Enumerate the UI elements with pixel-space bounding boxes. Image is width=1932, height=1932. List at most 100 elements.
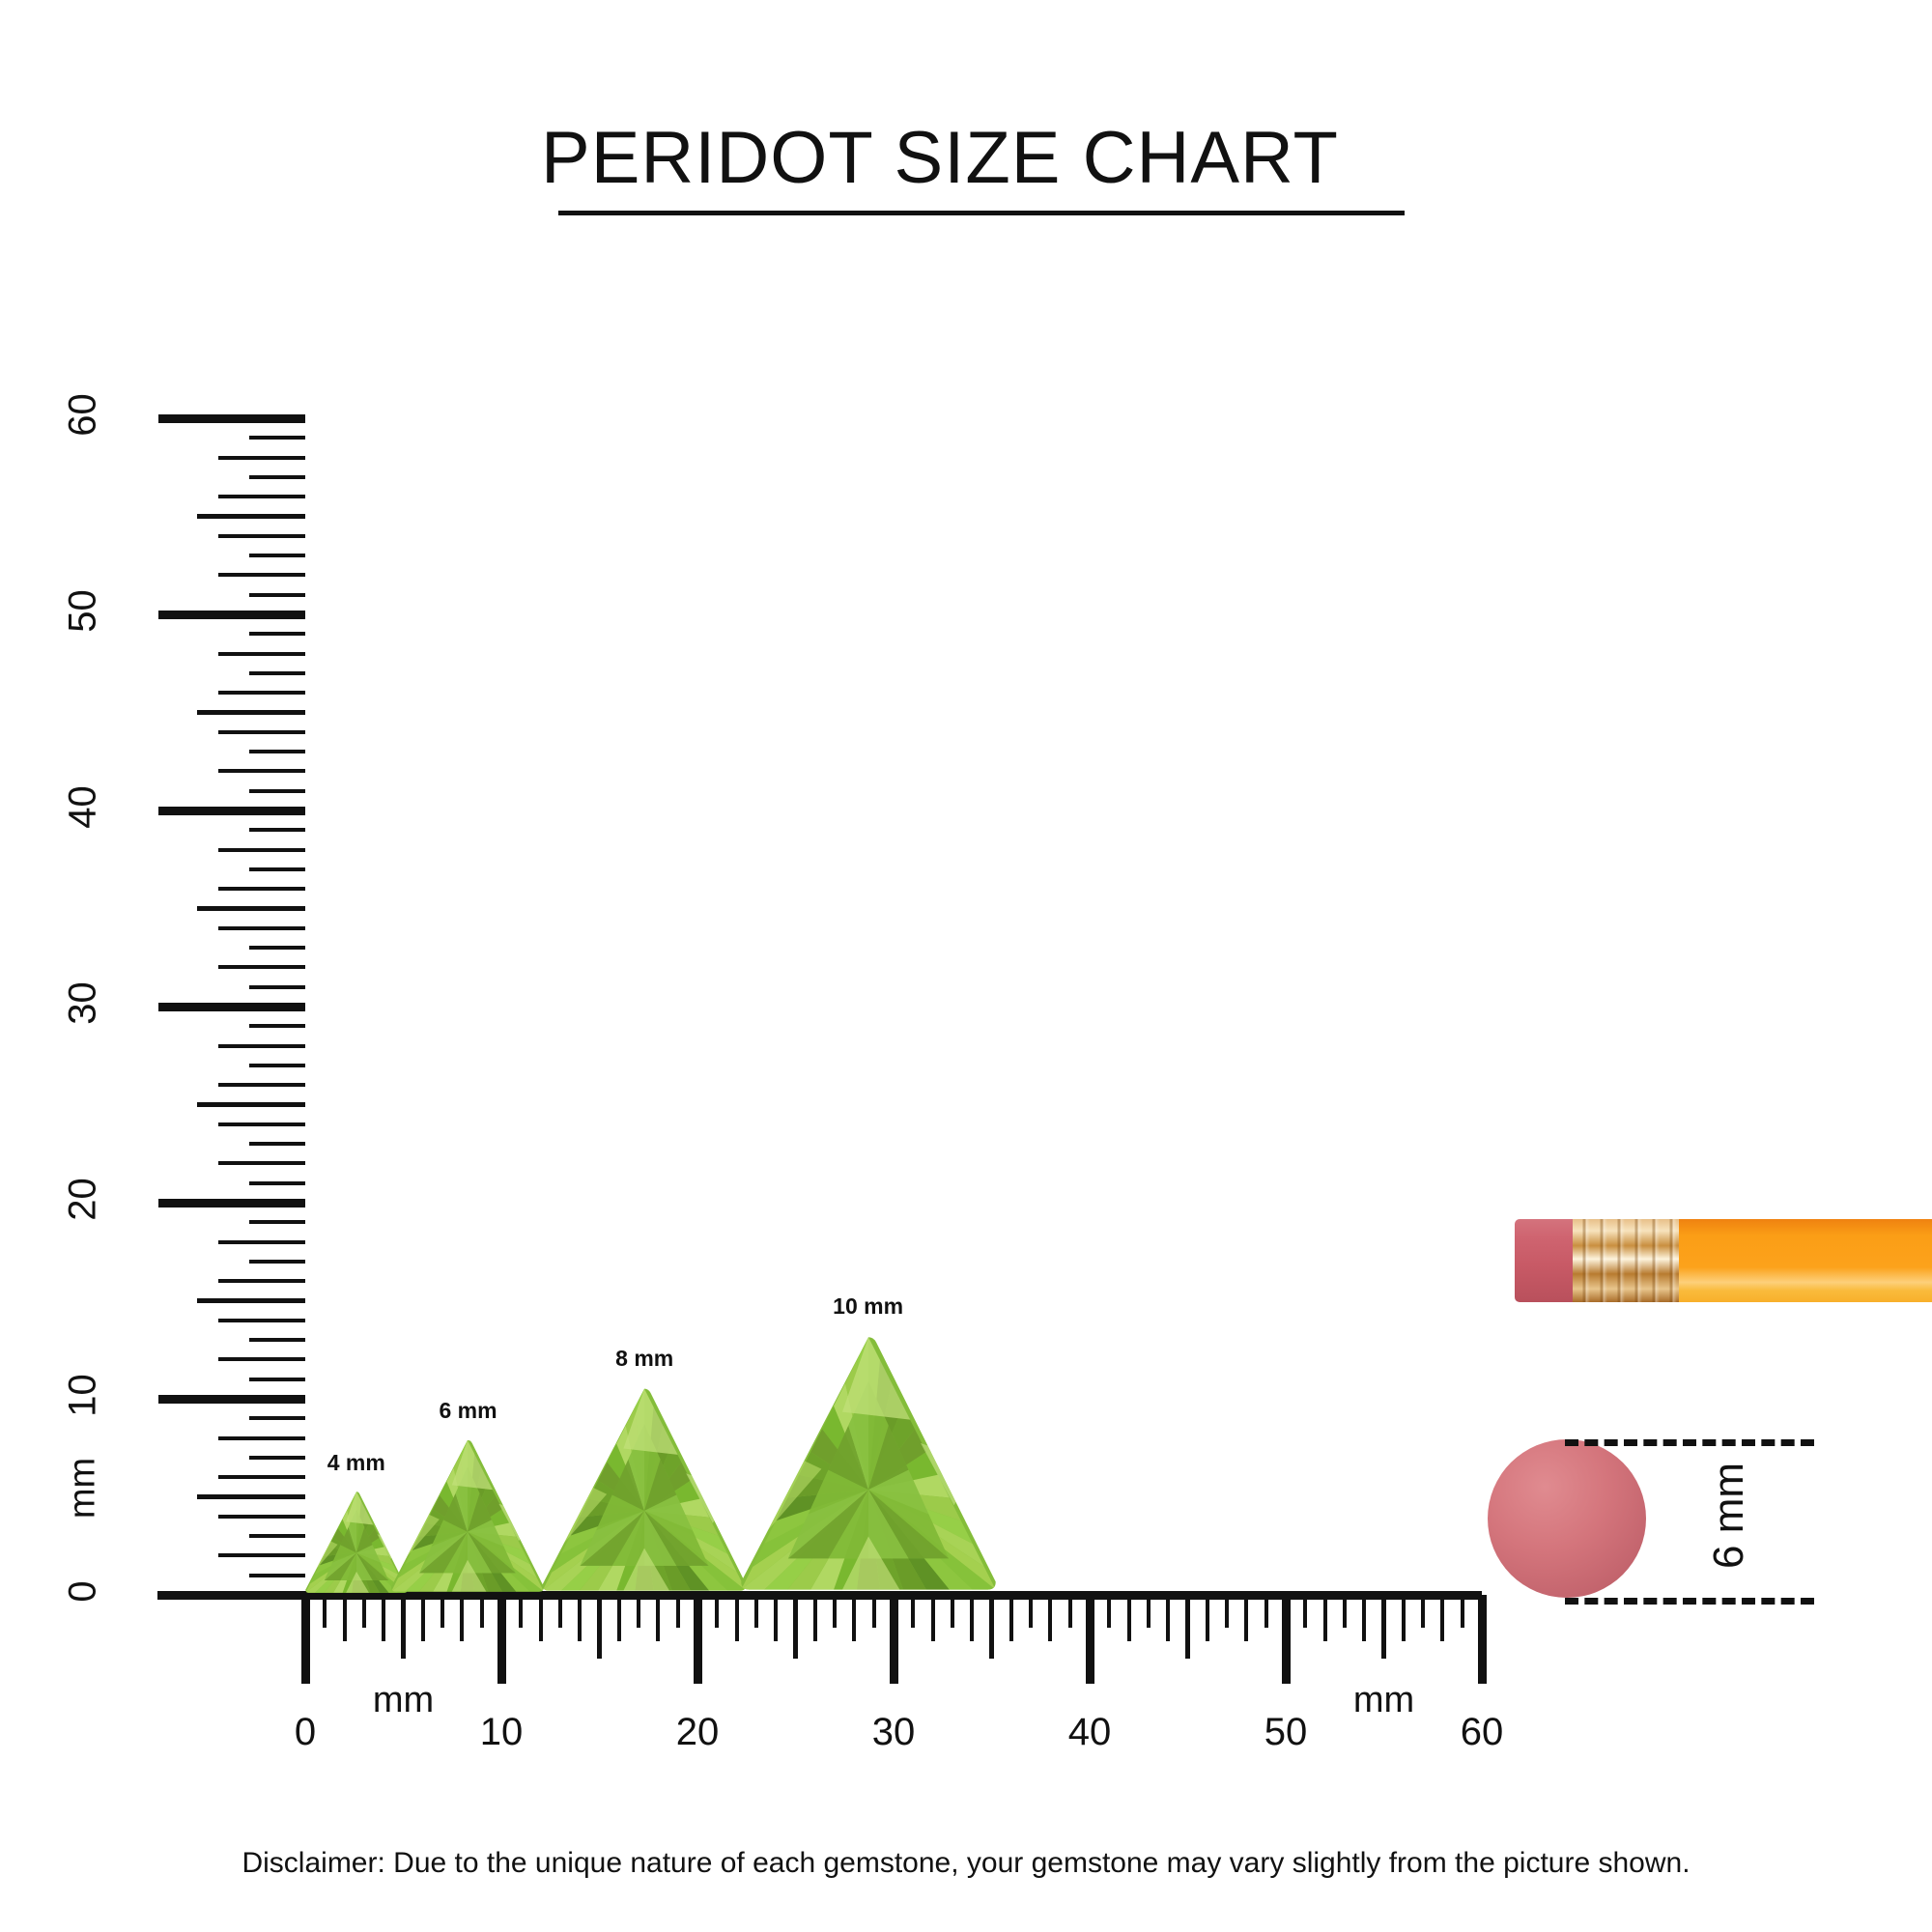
- ruler-axis-line: [157, 1591, 1482, 1600]
- vertical-ruler-tick: [218, 1475, 305, 1480]
- vertical-ruler-tick: [249, 554, 305, 558]
- horizontal-ruler-tick: [1225, 1595, 1230, 1628]
- vertical-ruler-tick: [197, 1298, 305, 1303]
- vertical-ruler-tick: [218, 1239, 305, 1244]
- horizontal-ruler-tick: [1440, 1595, 1445, 1641]
- vertical-ruler-tick: [218, 533, 305, 538]
- vertical-ruler-tick: [218, 1043, 305, 1048]
- horizontal-ruler-tick: [812, 1595, 817, 1641]
- horizontal-ruler-tick: [871, 1595, 876, 1628]
- vertical-ruler-tick: [197, 1102, 305, 1107]
- horizontal-ruler-tick: [323, 1595, 327, 1628]
- vertical-ruler-tick: [249, 1534, 305, 1539]
- horizontal-ruler-tick: [715, 1595, 720, 1628]
- vertical-ruler-tick: [218, 847, 305, 852]
- vertical-ruler-tick: [218, 965, 305, 970]
- vertical-ruler-tick: [218, 1122, 305, 1126]
- vertical-ruler-tick: [218, 925, 305, 930]
- gemstone-label-4mm: 4 mm: [327, 1450, 385, 1475]
- disclaimer-text: Disclaimer: Due to the unique nature of …: [242, 1847, 1690, 1879]
- vertical-ruler-tick: [158, 1198, 305, 1208]
- horizontal-ruler-tick: [420, 1595, 425, 1641]
- title-underline: [558, 211, 1405, 215]
- horizontal-ruler-tick: [1281, 1595, 1291, 1684]
- pencil-eraser-tip: [1515, 1219, 1575, 1302]
- horizontal-ruler-tick: [950, 1595, 954, 1628]
- horizontal-ruler-tick: [538, 1595, 543, 1641]
- horizontal-ruler-tick: [637, 1595, 641, 1628]
- vertical-ruler-tick: [249, 632, 305, 637]
- vertical-ruler-tick: [158, 413, 305, 423]
- vertical-ruler-tick: [218, 495, 305, 499]
- horizontal-ruler-tick: [1185, 1595, 1190, 1659]
- vertical-ruler-tick: [218, 1279, 305, 1284]
- gemstone-label-10mm: 10 mm: [833, 1293, 904, 1319]
- gemstone-10mm: [738, 1334, 999, 1594]
- horizontal-ruler-tick: [300, 1595, 310, 1684]
- vertical-ruler-tick: [249, 984, 305, 989]
- vertical-ruler-tick: [197, 1494, 305, 1499]
- horizontal-ruler-tick: [1085, 1595, 1094, 1684]
- gemstone-label-8mm: 8 mm: [615, 1346, 674, 1371]
- horizontal-ruler-tick: [1146, 1595, 1151, 1628]
- horizontal-ruler-tick: [734, 1595, 739, 1641]
- vertical-ruler-tick: [158, 806, 305, 815]
- horizontal-ruler-tick: [342, 1595, 347, 1641]
- vertical-ruler-tick: [249, 1377, 305, 1381]
- vertical-ruler-tick: [218, 1514, 305, 1519]
- vertical-ruler-tick: [249, 670, 305, 675]
- horizontal-ruler-tick: [911, 1595, 916, 1628]
- vertical-ruler-tick: [249, 1416, 305, 1421]
- horizontal-ruler-tick: [557, 1595, 562, 1628]
- vertical-ruler-tick: [249, 1180, 305, 1185]
- horizontal-ruler-tick: [1107, 1595, 1112, 1628]
- horizontal-ruler-tick: [440, 1595, 445, 1628]
- horizontal-ruler-tick: [1264, 1595, 1268, 1628]
- horizontal-ruler-tick: [1362, 1595, 1367, 1641]
- vertical-ruler-tick: [197, 710, 305, 715]
- horizontal-ruler-tick: [578, 1595, 582, 1641]
- horizontal-ruler-tick: [753, 1595, 758, 1628]
- vertical-ruler-tick: [249, 1220, 305, 1225]
- vertical-ruler-tick: [218, 1435, 305, 1440]
- eraser-size-callout: 6 mm: [1705, 1463, 1752, 1569]
- vertical-ruler-tick: [158, 1394, 305, 1404]
- vertical-ruler: 0 10 20 30 40 50 60 mm: [0, 0, 305, 1932]
- vertical-ruler-tick: [218, 691, 305, 696]
- horizontal-ruler-unit-label-right: mm: [1352, 1680, 1415, 1720]
- horizontal-ruler-label: 10: [479, 1711, 524, 1753]
- horizontal-ruler-tick: [675, 1595, 680, 1628]
- horizontal-ruler-tick: [833, 1595, 838, 1628]
- vertical-ruler-tick: [249, 828, 305, 833]
- horizontal-ruler-tick: [889, 1595, 898, 1684]
- vertical-ruler-tick: [158, 610, 305, 619]
- horizontal-ruler-tick: [970, 1595, 975, 1641]
- horizontal-ruler-tick: [1009, 1595, 1013, 1641]
- vertical-ruler-tick: [218, 729, 305, 734]
- vertical-ruler-tick: [218, 1553, 305, 1558]
- vertical-ruler-tick: [249, 1573, 305, 1577]
- pencil-ferrule: [1573, 1219, 1681, 1302]
- horizontal-ruler-label: 30: [871, 1711, 916, 1753]
- vertical-ruler-tick: [218, 769, 305, 774]
- vertical-ruler-tick: [249, 867, 305, 871]
- horizontal-ruler-tick: [597, 1595, 602, 1659]
- vertical-ruler-tick: [218, 1083, 305, 1088]
- horizontal-ruler-tick: [1244, 1595, 1249, 1641]
- vertical-ruler-tick: [218, 573, 305, 578]
- vertical-ruler-tick: [249, 1259, 305, 1264]
- horizontal-ruler-label: 20: [675, 1711, 720, 1753]
- vertical-ruler-tick: [158, 1002, 305, 1011]
- eraser-callout-bottom-dash: [1565, 1598, 1814, 1605]
- horizontal-ruler-tick: [616, 1595, 621, 1641]
- vertical-ruler-tick: [249, 592, 305, 597]
- horizontal-ruler-tick: [930, 1595, 935, 1641]
- horizontal-ruler-tick: [656, 1595, 661, 1641]
- vertical-ruler-tick: [197, 906, 305, 911]
- horizontal-ruler-tick: [460, 1595, 465, 1641]
- page-title: PERIDOT SIZE CHART: [541, 117, 1339, 199]
- horizontal-ruler-tick: [479, 1595, 484, 1628]
- horizontal-ruler-tick: [401, 1595, 406, 1659]
